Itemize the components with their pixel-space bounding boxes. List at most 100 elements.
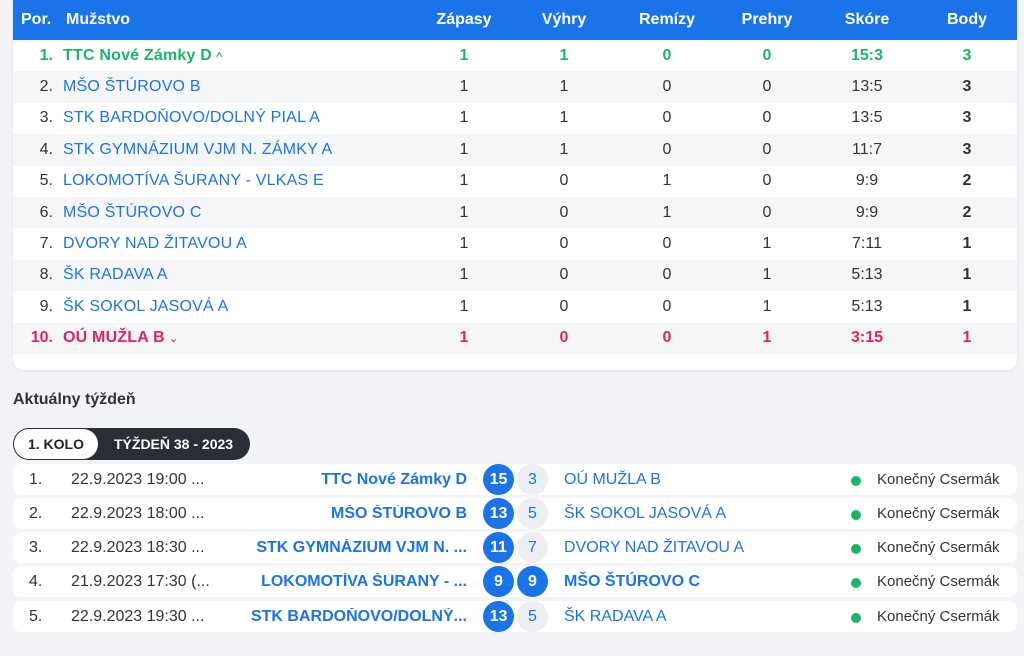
row-points: 2 [962,203,972,221]
match-venue: Konečný Csermák [877,471,1000,488]
row-position: 3. [39,109,53,127]
table-row: 8. ŠK RADAVA A 1 0 0 1 5:13 1 [13,259,1017,292]
match-row[interactable]: 3. 22.9.2023 18:30 ... STK GYMNÁZIUM VJM N… [13,532,1017,563]
table-row: 1. TTC Nové Zámky D ^ 1 1 0 0 15:3 3 [13,40,1017,71]
table-row: 7. DVORY NAD ŽITAVOU A 1 0 0 1 7:11 1 [13,228,1017,259]
home-score: 15 [483,464,514,495]
header-score[interactable]: Skóre [844,11,890,28]
away-score: 3 [517,464,548,495]
row-wins: 0 [559,203,569,221]
table-row: 4. STK GYMNÁZIUM VJM N. ZÁMKY A 1 1 0 0 11:7 3 [13,134,1017,166]
match-row[interactable]: 2. 22.9.2023 18:00 ... MŠO ŠTÚROVO B 13 5 ŠK … [13,498,1017,529]
row-team[interactable]: TTC Nové Zámky D ^ [63,47,222,65]
header-wins[interactable]: Výhry [541,11,587,28]
team-link[interactable]: MŠO ŠTÚROVO C [63,203,202,221]
home-score: 9 [483,566,514,597]
home-team[interactable]: LOKOMOTÍVA ŠURANY - ... [261,573,467,590]
current-week-title: Aktuálny týždeň [13,391,136,408]
row-team[interactable]: STK GYMNÁZIUM VJM N. ZÁMKY A [63,141,332,159]
row-team[interactable]: MŠO ŠTÚROVO C [63,204,202,222]
away-team[interactable]: OÚ MUŽLA B [564,471,661,488]
row-matches: 1 [459,78,469,96]
away-score: 9 [517,566,548,597]
match-row[interactable]: 4. 21.9.2023 17:30 (... LOKOMOTÍVA ŠURANY … [13,566,1017,597]
row-points: 3 [962,46,972,64]
row-position: 7. [39,235,53,253]
row-points: 3 [962,109,972,127]
row-wins: 1 [559,109,569,127]
row-team[interactable]: ŠK SOKOL JASOVÁ A [63,298,229,316]
team-link[interactable]: LOKOMOTÍVA ŠURANY - VLKAS E [63,172,324,190]
home-team[interactable]: MŠO ŠTÚROVO B [330,505,467,522]
row-position: 2. [39,78,53,96]
team-link[interactable]: STK GYMNÁZIUM VJM N. ZÁMKY A [63,140,333,158]
row-losses: 0 [762,46,772,64]
row-points: 2 [962,172,972,190]
match-number: 1. [29,471,43,488]
row-score: 7:11 [852,235,882,253]
table-row: 2. MŠO ŠTÚROVO B 1 1 0 0 13:5 3 [13,71,1017,103]
header-pos: Por. [21,11,52,28]
home-team[interactable]: TTC Nové Zámky D [321,471,467,488]
row-draws: 1 [662,203,672,221]
row-team[interactable]: MŠO ŠTÚROVO B [63,78,201,96]
row-position: 10. [30,329,53,347]
home-team[interactable]: STK BARDOŇOVO/DOLNÝ... [250,608,467,625]
row-losses: 1 [762,266,772,284]
row-matches: 1 [459,329,469,347]
row-draws: 0 [662,266,672,284]
match-number: 5. [29,608,43,625]
status-dot-icon [851,476,861,486]
row-wins: 0 [559,235,569,253]
row-team[interactable]: OÚ MUŽLA B ⌄ [63,329,178,347]
row-wins: 1 [559,46,569,64]
team-link[interactable]: MŠO ŠTÚROVO B [63,78,201,96]
row-team[interactable]: STK BARDOŇOVO/DOLNÝ PIAL A [63,109,320,127]
team-link[interactable]: ŠK SOKOL JASOVÁ A [63,297,229,315]
team-link[interactable]: OÚ MUŽLA B [63,329,165,347]
team-link[interactable]: TTC Nové Zámky D [63,46,213,64]
row-wins: 0 [559,297,569,315]
match-date: 22.9.2023 18:30 ... [71,539,205,556]
away-team[interactable]: MŠO ŠTÚROVO C [564,573,701,590]
round-tab[interactable]: 1. KOLO [14,429,98,459]
chevron-up-icon: ^ [216,50,223,63]
week-tab[interactable]: TÝŽDEŇ 38 - 2023 [114,436,234,452]
round-selector[interactable]: 1. KOLO TÝŽDEŇ 38 - 2023 [13,428,250,460]
row-wins: 0 [559,172,569,190]
team-link[interactable]: STK BARDOŇOVO/DOLNÝ PIAL A [63,109,321,127]
row-draws: 0 [662,109,672,127]
row-matches: 1 [459,297,469,315]
header-draws[interactable]: Remízy [638,11,696,28]
away-team[interactable]: DVORY NAD ŽITAVOU A [564,539,745,556]
header-points[interactable]: Body [947,11,987,28]
match-row[interactable]: 1. 22.9.2023 19:00 ... TTC Nové Zámky D 15 3… [13,464,1017,495]
row-matches: 1 [459,140,469,158]
standings-header: Por. Mužstvo Zápasy Výhry Remízy Prehry … [13,0,1017,40]
row-losses: 1 [762,329,772,347]
match-number: 3. [29,539,43,556]
row-draws: 1 [662,172,672,190]
row-matches: 1 [459,46,469,64]
away-team[interactable]: ŠK RADAVA A [564,608,667,625]
header-matches[interactable]: Zápasy [436,11,492,28]
row-points: 1 [962,297,972,315]
match-venue: Konečný Csermák [877,608,1000,625]
away-team[interactable]: ŠK SOKOL JASOVÁ A [564,505,727,522]
team-link[interactable]: DVORY NAD ŽITAVOU A [63,235,247,253]
home-team[interactable]: STK GYMNÁZIUM VJM N. ... [256,539,467,556]
table-row: 5. LOKOMOTÍVA ŠURANY - VLKAS E 1 0 1 0 9:9 2 [13,166,1017,197]
status-dot-icon [851,578,861,588]
team-link[interactable]: ŠK RADAVA A [63,266,168,284]
table-row: 10. OÚ MUŽLA B ⌄ 1 0 0 1 3:15 1 [13,322,1017,354]
row-team[interactable]: ŠK RADAVA A [63,266,168,284]
row-points: 1 [962,329,972,347]
match-row[interactable]: 5. 22.9.2023 19:30 ... STK BARDOŇOVO/DOLNÝ… [13,601,1017,632]
row-points: 3 [962,78,972,96]
row-team[interactable]: DVORY NAD ŽITAVOU A [63,235,247,253]
standings-table: Por. Mužstvo Zápasy Výhry Remízy Prehry … [13,0,1017,370]
row-score: 5:13 [851,297,883,315]
header-losses[interactable]: Prehry [741,11,793,28]
row-losses: 0 [762,140,772,158]
row-team[interactable]: LOKOMOTÍVA ŠURANY - VLKAS E [63,172,324,190]
